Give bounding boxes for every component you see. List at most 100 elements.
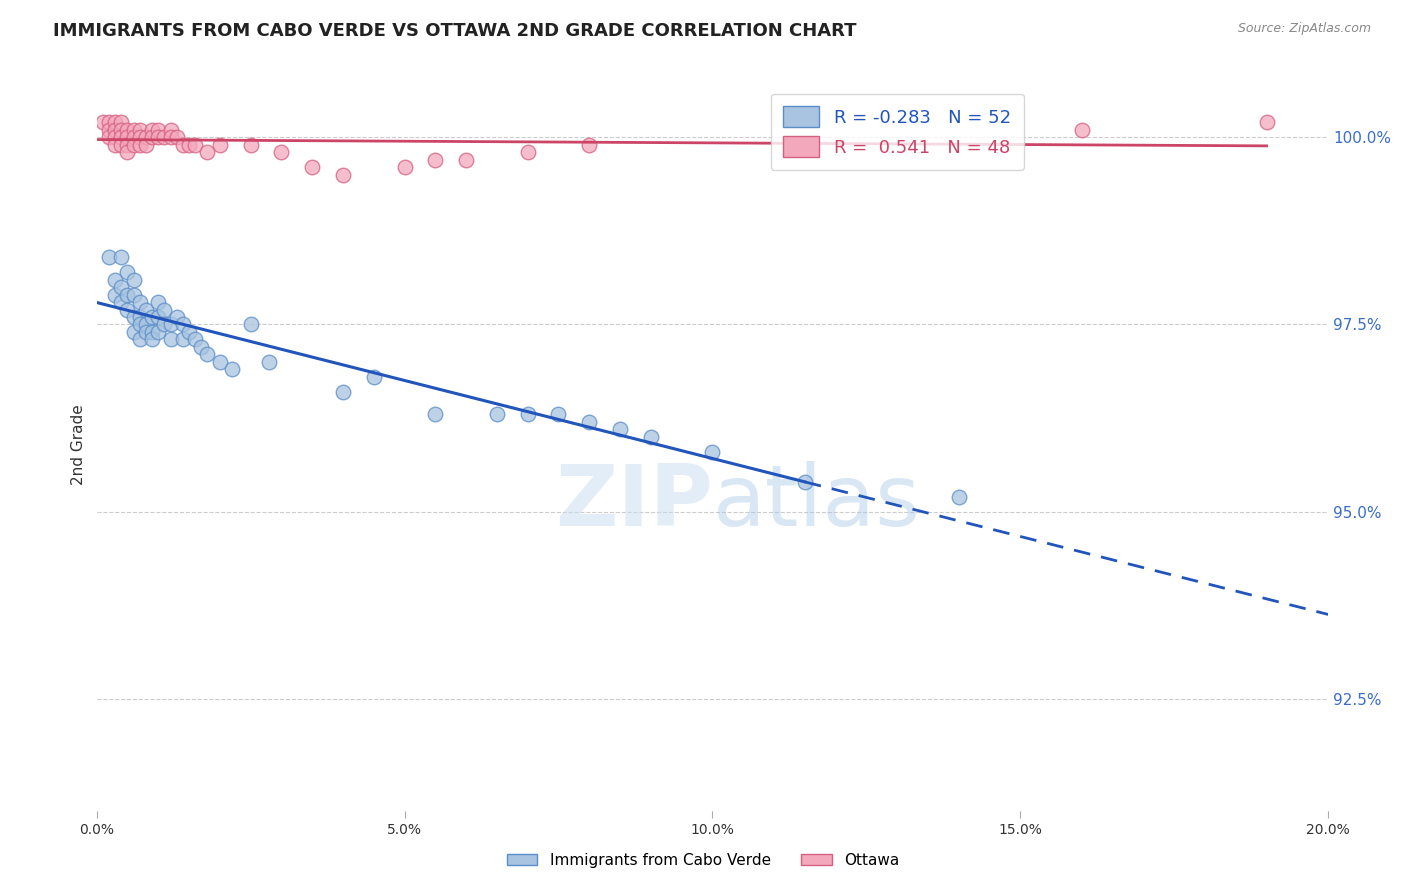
Point (135, 318, 157, 332)
Point (394, 161, 416, 175)
Point (110, 250, 132, 264)
Point (190, 340, 212, 354)
Point (301, 161, 323, 175)
Point (148, 295, 170, 310)
Point (117, 130, 139, 145)
Point (172, 333, 194, 347)
Point (363, 370, 385, 384)
Point (208, 137, 231, 152)
Point (948, 490, 970, 504)
Point (516, 407, 538, 421)
Point (456, 153, 478, 167)
Point (117, 145, 139, 160)
Point (98, 123, 121, 137)
Point (110, 137, 132, 152)
Point (117, 137, 139, 152)
Point (485, 407, 508, 421)
Point (159, 318, 181, 332)
Point (159, 123, 181, 137)
Point (166, 310, 188, 324)
Point (516, 145, 538, 160)
Point (159, 333, 181, 347)
Point (547, 407, 569, 421)
Point (153, 318, 176, 332)
Point (122, 287, 145, 301)
Point (239, 318, 262, 332)
Point (221, 362, 243, 376)
Point (793, 475, 815, 489)
Point (257, 355, 280, 369)
Point (98, 250, 121, 264)
Point (110, 295, 132, 310)
Point (141, 310, 163, 324)
Point (104, 137, 127, 152)
Point (166, 130, 188, 145)
Point (141, 325, 163, 339)
Point (148, 123, 170, 137)
Point (1256, 115, 1278, 129)
Point (148, 130, 170, 145)
Point (98, 115, 121, 129)
Text: Source: ZipAtlas.com: Source: ZipAtlas.com (1237, 22, 1371, 36)
Y-axis label: 2nd Grade: 2nd Grade (72, 404, 86, 484)
Point (148, 310, 170, 324)
Point (122, 123, 145, 137)
Point (270, 145, 292, 160)
Point (578, 415, 600, 429)
Point (110, 115, 132, 129)
Point (141, 130, 163, 145)
Point (122, 325, 145, 339)
Point (122, 272, 145, 286)
Point (104, 130, 127, 145)
Point (197, 145, 219, 160)
Point (117, 265, 139, 279)
Point (135, 325, 157, 339)
Point (332, 168, 354, 182)
Point (239, 137, 262, 152)
Point (104, 123, 127, 137)
Legend: R = -0.283   N = 52, R =  0.541   N = 48: R = -0.283 N = 52, R = 0.541 N = 48 (770, 94, 1024, 169)
Point (110, 280, 132, 294)
Point (135, 130, 157, 145)
Point (208, 355, 231, 369)
Point (122, 130, 145, 145)
Point (110, 130, 132, 145)
Legend: Immigrants from Cabo Verde, Ottawa: Immigrants from Cabo Verde, Ottawa (501, 847, 905, 873)
Point (117, 287, 139, 301)
Point (104, 287, 127, 301)
Point (702, 444, 724, 458)
Point (128, 333, 150, 347)
Point (117, 123, 139, 137)
Point (98, 130, 121, 145)
Point (609, 422, 631, 436)
Point (197, 347, 219, 361)
Point (128, 295, 150, 310)
Point (159, 130, 181, 145)
Text: atlas: atlas (713, 461, 921, 544)
Point (172, 318, 194, 332)
Point (1070, 123, 1092, 137)
Point (128, 310, 150, 324)
Point (122, 310, 145, 324)
Point (153, 130, 176, 145)
Point (128, 123, 150, 137)
Point (425, 407, 447, 421)
Point (172, 137, 194, 152)
Point (117, 302, 139, 317)
Point (110, 123, 132, 137)
Point (141, 333, 163, 347)
Point (578, 137, 600, 152)
Point (122, 137, 145, 152)
Point (104, 115, 127, 129)
Point (184, 137, 207, 152)
Point (135, 302, 157, 317)
Point (153, 302, 176, 317)
Text: IMMIGRANTS FROM CABO VERDE VS OTTAWA 2ND GRADE CORRELATION CHART: IMMIGRANTS FROM CABO VERDE VS OTTAWA 2ND… (53, 22, 856, 40)
Point (332, 384, 354, 399)
Point (640, 430, 662, 444)
Point (128, 130, 150, 145)
Point (91, 115, 114, 129)
Point (184, 333, 207, 347)
Point (128, 318, 150, 332)
Point (104, 272, 127, 286)
